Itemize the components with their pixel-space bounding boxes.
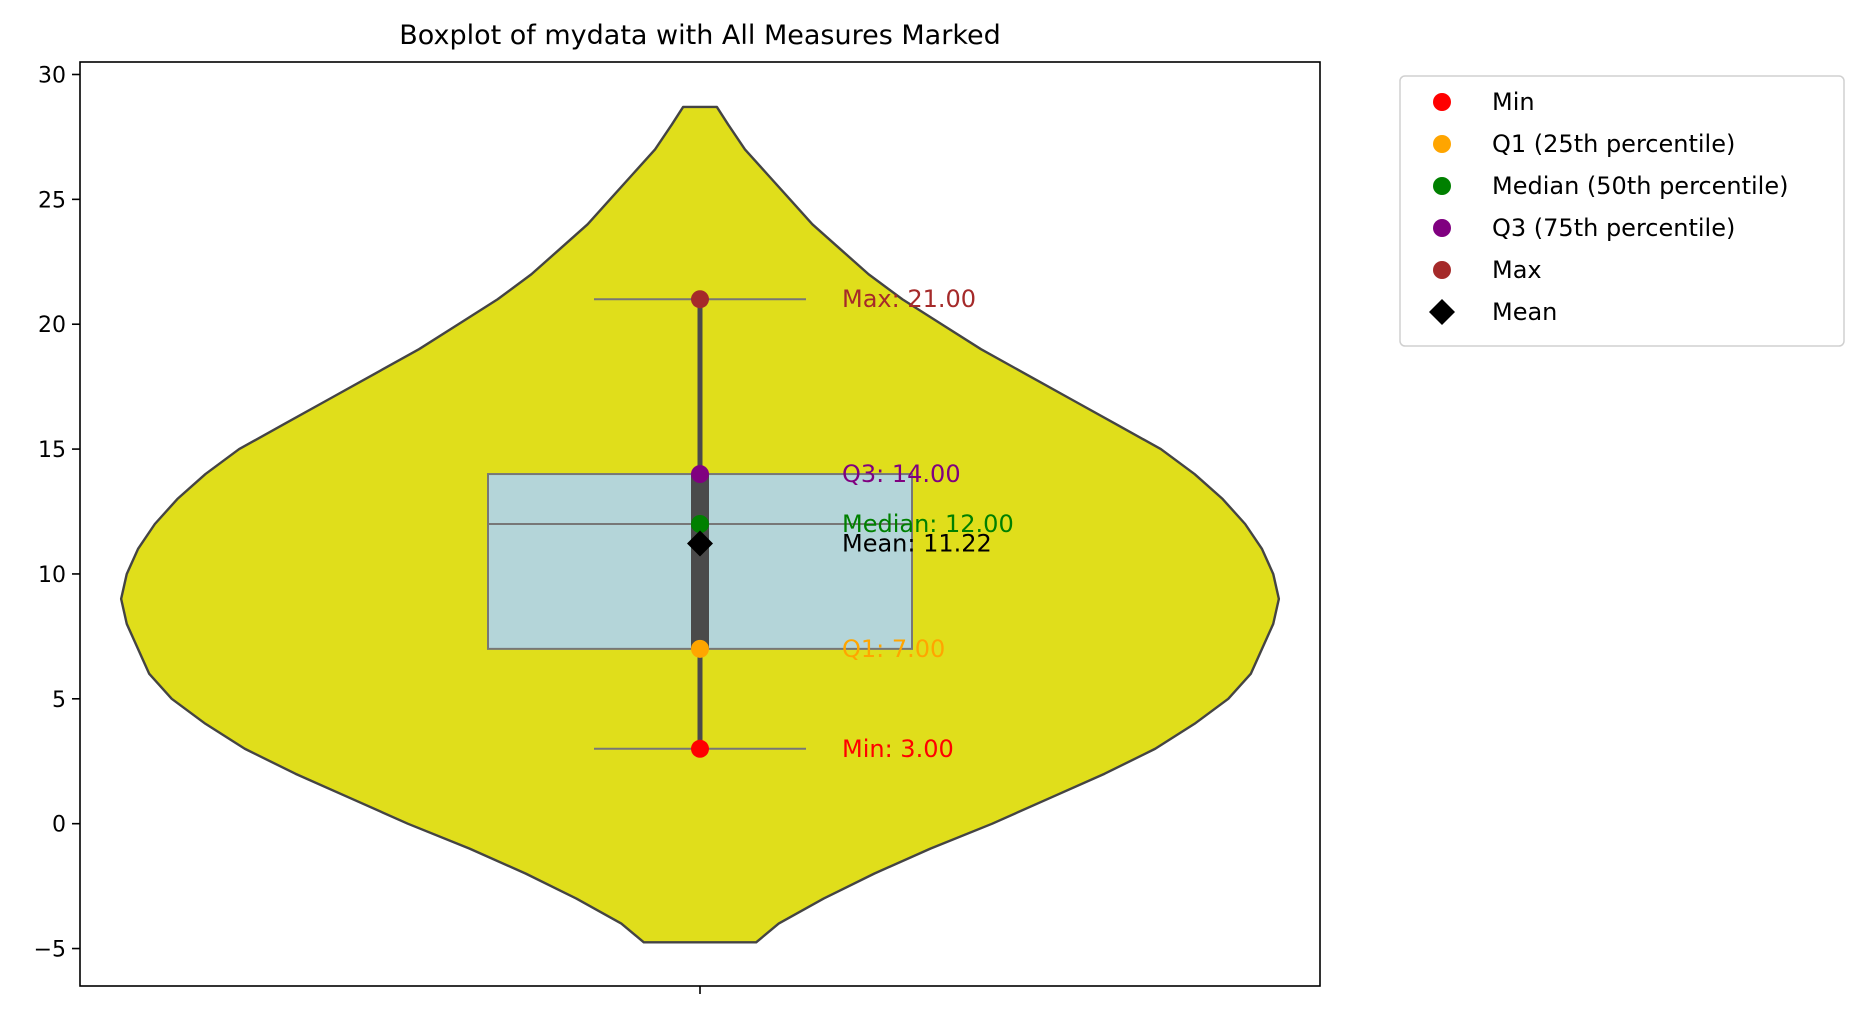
chart-title: Boxplot of mydata with All Measures Mark… <box>399 20 1001 51</box>
legend-marker-q1 <box>1433 135 1451 153</box>
point-mean <box>687 530 713 557</box>
label-q3: Q3: 14.00 <box>842 460 961 488</box>
legend: Min Q1 (25th percentile) Median (50th perc… <box>1399 75 1845 347</box>
y-tick-label: −5 <box>34 938 66 963</box>
label-mean: Mean: 11.22 <box>842 529 992 557</box>
legend-marker-median <box>1433 177 1451 195</box>
legend-marker-q3 <box>1433 219 1451 237</box>
y-tick-label: 30 <box>38 63 66 88</box>
legend-marker-max <box>1433 261 1451 279</box>
legend-label-q3: Q3 (75th percentile) <box>1492 214 1735 242</box>
legend-label-mean: Mean <box>1492 298 1557 326</box>
point-max <box>691 290 709 309</box>
legend-label-min: Min <box>1492 88 1535 116</box>
y-tick-label: 0 <box>52 813 66 838</box>
legend-marker-min <box>1433 93 1451 111</box>
point-q1 <box>691 639 709 658</box>
legend-label-q1: Q1 (25th percentile) <box>1492 130 1735 158</box>
legend-marker-mean <box>1429 299 1455 325</box>
label-min: Min: 3.00 <box>842 735 954 763</box>
y-tick-label: 25 <box>38 188 66 213</box>
y-tick-label: 15 <box>38 438 66 463</box>
label-q1: Q1: 7.00 <box>842 635 945 663</box>
label-max: Max: 21.00 <box>842 285 976 313</box>
legend-label-max: Max <box>1492 256 1542 284</box>
point-min <box>691 739 709 758</box>
point-median <box>691 515 709 533</box>
plot-area: Min: 3.00 Q1: 7.00 Median: 12.00 Q3: 14.00 M… <box>119 105 1281 944</box>
y-tick-label: 5 <box>52 688 66 713</box>
legend-label-median: Median (50th percentile) <box>1492 172 1788 200</box>
legend-frame <box>1399 75 1845 347</box>
label-median: Median: 12.00 <box>842 510 1014 538</box>
y-tick-label: 20 <box>38 313 66 338</box>
point-q3 <box>691 465 709 484</box>
y-tick-label: 10 <box>38 563 66 588</box>
